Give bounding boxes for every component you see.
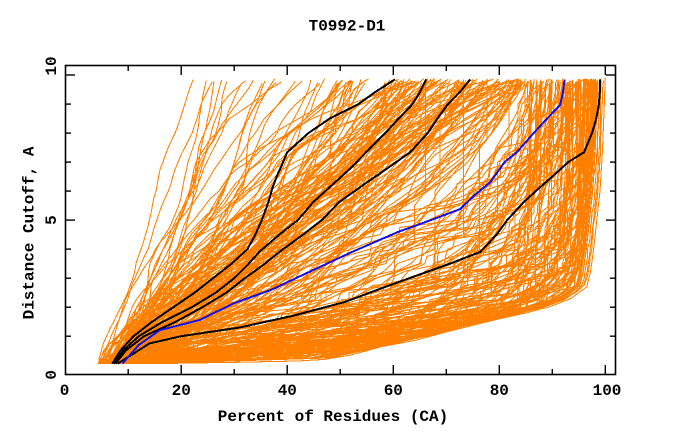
svg-text:T0992-D1: T0992-D1 bbox=[309, 18, 386, 36]
svg-text:80: 80 bbox=[490, 382, 509, 400]
svg-text:Percent of Residues (CA): Percent of Residues (CA) bbox=[218, 408, 448, 426]
svg-text:Distance Cutoff, A: Distance Cutoff, A bbox=[21, 146, 39, 319]
svg-text:40: 40 bbox=[278, 382, 297, 400]
svg-text:5: 5 bbox=[43, 215, 61, 225]
svg-text:0: 0 bbox=[60, 382, 70, 400]
svg-text:0: 0 bbox=[43, 370, 61, 380]
svg-text:10: 10 bbox=[43, 56, 61, 75]
svg-text:100: 100 bbox=[593, 382, 622, 400]
svg-text:60: 60 bbox=[384, 382, 403, 400]
svg-text:20: 20 bbox=[172, 382, 191, 400]
